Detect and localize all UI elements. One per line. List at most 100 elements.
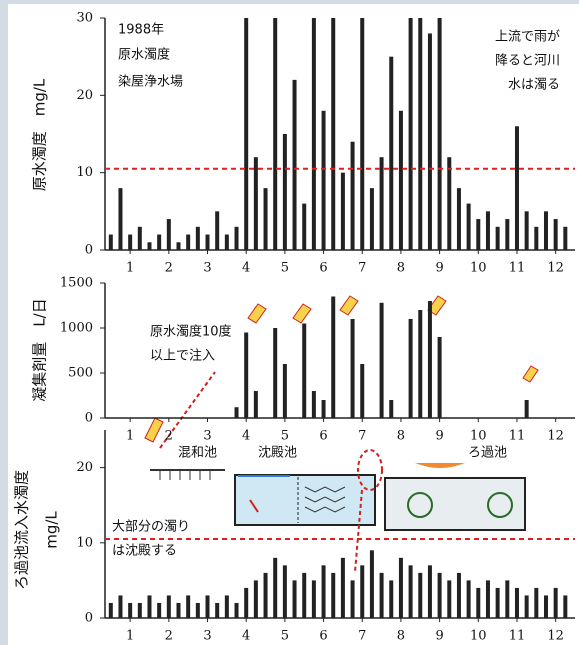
annotation: 大部分の濁り bbox=[112, 519, 190, 535]
bar bbox=[485, 580, 490, 618]
bar bbox=[524, 400, 529, 418]
bar bbox=[514, 587, 519, 618]
bar bbox=[234, 407, 239, 418]
x-tick-label: 4 bbox=[242, 429, 250, 444]
bar bbox=[437, 18, 442, 250]
annotation: 原水濁度10度 bbox=[150, 324, 232, 340]
annotation: 降ると河川 bbox=[495, 54, 560, 69]
bar bbox=[389, 400, 394, 418]
bar bbox=[118, 188, 123, 250]
y-tick-label: 10 bbox=[76, 535, 93, 550]
y-tick-label: 30 bbox=[76, 11, 93, 26]
x-tick-label: 9 bbox=[435, 261, 443, 276]
annotation: 沈殿池 bbox=[258, 446, 297, 461]
bar bbox=[389, 56, 394, 250]
bar bbox=[427, 301, 432, 418]
bar bbox=[205, 234, 210, 250]
y-axis-label: 凝集剤量 L/日 bbox=[31, 298, 49, 401]
x-tick-label: 8 bbox=[397, 629, 405, 644]
bar bbox=[447, 157, 452, 250]
bar bbox=[563, 595, 568, 618]
bar bbox=[466, 203, 471, 250]
x-tick-label: 3 bbox=[203, 261, 211, 276]
y-tick-label: 500 bbox=[68, 366, 93, 381]
bar bbox=[244, 332, 249, 418]
bar bbox=[369, 550, 374, 618]
bar bbox=[147, 242, 152, 250]
x-tick-label: 9 bbox=[435, 429, 443, 444]
x-tick-label: 11 bbox=[509, 429, 526, 444]
x-tick-label: 8 bbox=[397, 429, 405, 444]
bar bbox=[302, 323, 307, 418]
bar bbox=[273, 557, 278, 618]
bar bbox=[321, 565, 326, 618]
x-tick-label: 12 bbox=[547, 429, 564, 444]
x-tick-label: 7 bbox=[358, 429, 366, 444]
bar bbox=[234, 226, 239, 250]
bar bbox=[215, 211, 220, 250]
x-tick-label: 4 bbox=[242, 261, 250, 276]
bar bbox=[302, 203, 307, 250]
bar bbox=[447, 580, 452, 618]
y-axis-label: mg/L bbox=[43, 511, 61, 549]
bar bbox=[369, 188, 374, 250]
bar bbox=[331, 572, 336, 618]
x-tick-label: 7 bbox=[358, 629, 366, 644]
bar bbox=[437, 337, 442, 418]
bar bbox=[176, 242, 181, 250]
bar bbox=[408, 565, 413, 618]
y-tick-label: 1500 bbox=[60, 276, 93, 291]
bar bbox=[137, 602, 142, 618]
x-tick-label: 1 bbox=[126, 261, 134, 276]
bar bbox=[253, 391, 258, 418]
x-tick-label: 10 bbox=[470, 429, 487, 444]
bar bbox=[176, 602, 181, 618]
bar bbox=[234, 602, 239, 618]
annotation: 以上で注入 bbox=[150, 349, 215, 364]
bar bbox=[427, 565, 432, 618]
bar bbox=[360, 364, 365, 418]
bar bbox=[273, 18, 278, 250]
bar bbox=[534, 587, 539, 618]
bar bbox=[157, 602, 162, 618]
bar bbox=[543, 595, 548, 618]
bar bbox=[186, 234, 191, 250]
bar bbox=[524, 211, 529, 250]
x-tick-label: 1 bbox=[126, 629, 134, 644]
x-tick-label: 10 bbox=[470, 261, 487, 276]
bar bbox=[418, 18, 423, 250]
bar bbox=[524, 595, 529, 618]
bar bbox=[321, 110, 326, 250]
bar bbox=[137, 226, 142, 250]
plant-diagram bbox=[144, 295, 539, 573]
bar bbox=[244, 18, 249, 250]
bar bbox=[311, 391, 316, 418]
bar bbox=[244, 587, 249, 618]
x-tick-label: 12 bbox=[547, 261, 564, 276]
bar bbox=[476, 587, 481, 618]
bar bbox=[224, 234, 229, 250]
bar bbox=[263, 572, 268, 618]
x-tick-label: 6 bbox=[319, 629, 327, 644]
annotation: 混和池 bbox=[178, 446, 217, 461]
x-tick-label: 10 bbox=[470, 629, 487, 644]
bar bbox=[563, 226, 568, 250]
bar bbox=[195, 602, 200, 618]
bar bbox=[437, 572, 442, 618]
bar bbox=[350, 319, 355, 418]
x-tick-label: 7 bbox=[358, 261, 366, 276]
bar bbox=[282, 134, 287, 250]
bar bbox=[398, 557, 403, 618]
bar bbox=[379, 302, 384, 418]
bar bbox=[311, 580, 316, 618]
bar bbox=[418, 310, 423, 418]
y-tick-label: 0 bbox=[85, 243, 93, 258]
bar bbox=[360, 18, 365, 250]
annotation: 原水濁度 bbox=[118, 47, 170, 63]
bar bbox=[118, 595, 123, 618]
bar bbox=[408, 319, 413, 418]
bar bbox=[505, 580, 510, 618]
bar bbox=[514, 126, 519, 250]
bar bbox=[495, 226, 500, 250]
bar bbox=[398, 110, 403, 250]
